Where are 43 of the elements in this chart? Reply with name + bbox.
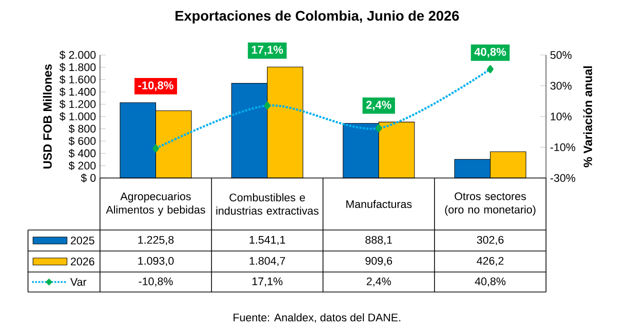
y-tick-label: $ 400: [68, 148, 96, 158]
data-label: 1.093,0: [138, 256, 174, 266]
text: 17,1%: [252, 46, 284, 56]
y-tick-label: $ 1.600: [59, 75, 96, 84]
data-label: 302,6: [476, 236, 504, 246]
legend-label: 2026: [70, 258, 94, 266]
data-label: 1.225,8: [138, 236, 174, 246]
source-note: Fuente: Analdex, datos del DANE.: [234, 313, 400, 323]
x-tick-label: Manufacturas: [346, 200, 412, 208]
x-tick-label: Otros sectores (oro no monetario): [445, 192, 536, 216]
y-tick-label: $ 1.800: [59, 62, 96, 72]
x-tick-label: Agropecuarios Alimentos y bebidas: [106, 192, 206, 216]
y2-tick-label: -30%: [550, 174, 576, 182]
y-tick-label: $ 1.200: [59, 100, 96, 109]
y2-tick-label: -10%: [550, 143, 576, 152]
y-tick-label: $ 1.000: [59, 112, 96, 121]
legend-label: Var: [70, 278, 86, 286]
text: 40,8%: [474, 48, 506, 58]
legend-label: 2025: [70, 236, 94, 244]
y2-tick-label: 10%: [550, 112, 572, 120]
text: 2,4%: [366, 100, 392, 110]
text: -10,8%: [138, 81, 174, 92]
data-label: 17,1%: [252, 277, 282, 287]
data-label: -10,8%: [138, 277, 173, 287]
y-tick-label: $ 0: [80, 174, 96, 182]
y-axis-title: USD FOB Millones: [42, 64, 52, 168]
y2-axis-title: % Variación anual: [583, 66, 592, 168]
data-label: 2,4%: [366, 277, 391, 287]
y2-tick-label: 50%: [550, 51, 572, 59]
y-tick-label: $ 200: [68, 161, 96, 170]
x-tick-label: Combustibles e industrias extractivas: [216, 193, 319, 215]
data-label: 909,6: [366, 256, 392, 266]
y-tick-label: $ 600: [68, 136, 96, 146]
y-tick-label: $ 800: [68, 124, 96, 134]
data-label: 40,8%: [474, 277, 506, 287]
data-label: 1.541,1: [250, 236, 286, 245]
y-tick-label: $ 1.400: [59, 87, 96, 96]
data-label: 1.804,7: [250, 256, 286, 266]
y-tick-label: $ 2.000: [59, 50, 96, 60]
data-label: 888,1: [365, 236, 392, 246]
y2-tick-label: 30%: [550, 82, 572, 90]
chart-title: Exportaciones de Colombia, Junio de 2026: [176, 10, 459, 24]
data-label: 426,2: [476, 256, 504, 266]
